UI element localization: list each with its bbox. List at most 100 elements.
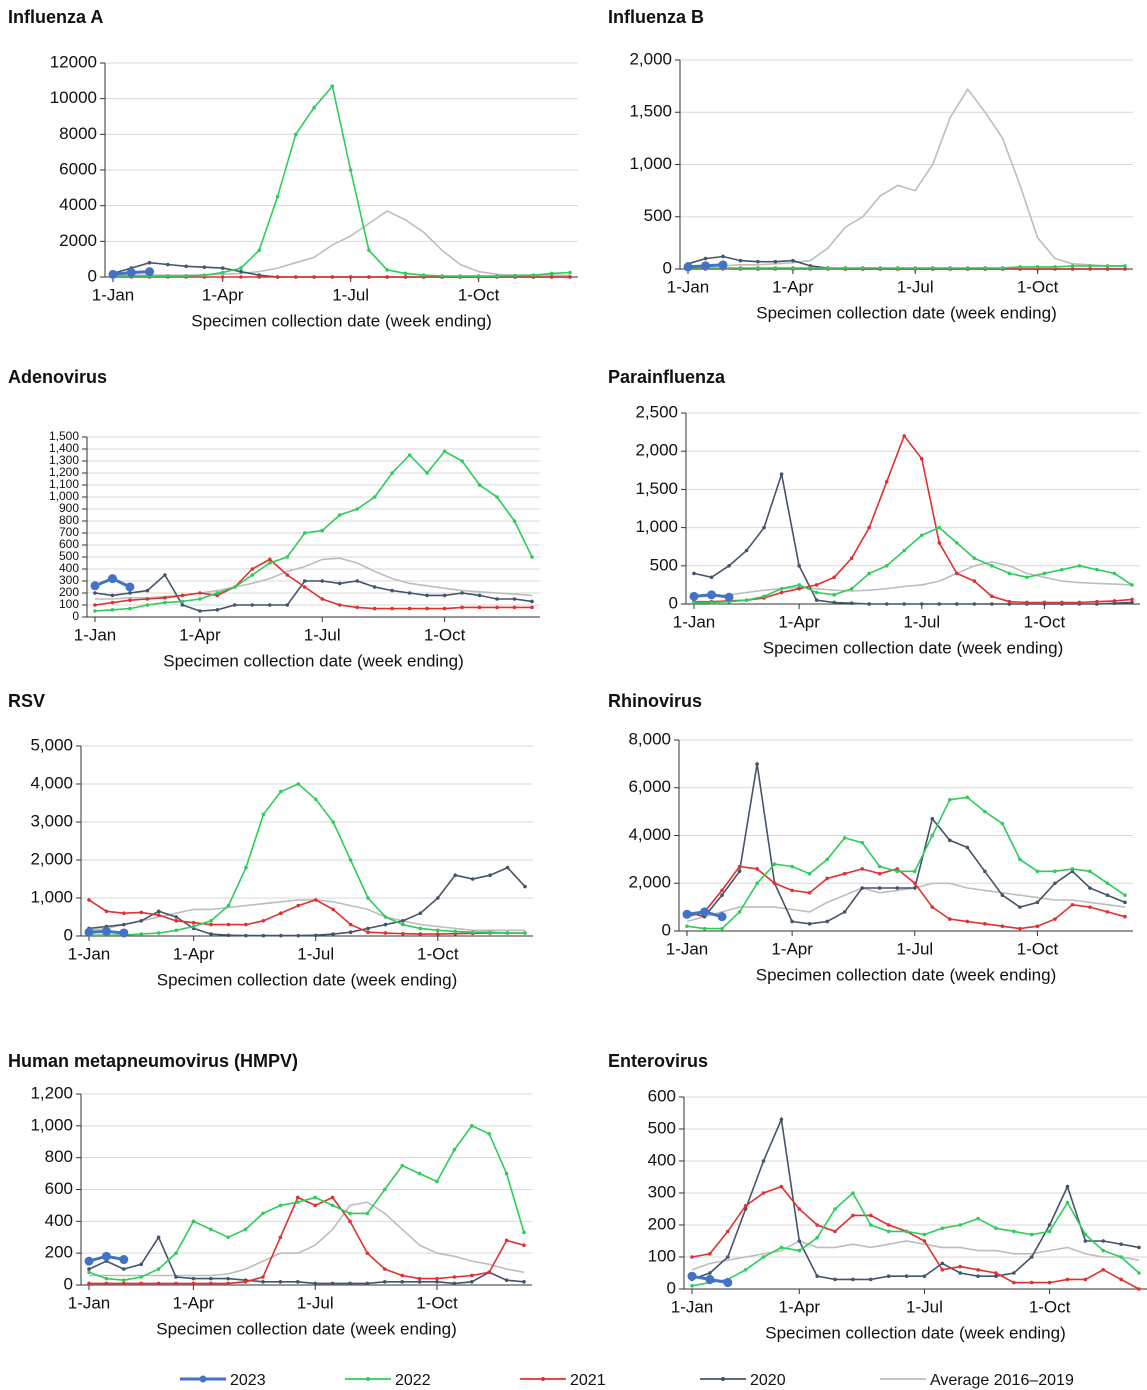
point [435,1280,439,1284]
point [261,919,266,923]
point [320,528,325,533]
point [930,816,935,821]
point [958,1223,962,1227]
point [348,1211,352,1216]
point [976,1268,980,1272]
point [955,541,959,545]
x-tick-label: 1-Apr [179,625,221,644]
point [312,275,316,279]
point [104,1281,109,1286]
y-tick-label: 100 [648,1246,676,1265]
point [400,1280,405,1284]
point [215,591,220,595]
point [330,1281,335,1286]
point [895,886,900,890]
point [337,513,342,517]
point [522,1280,526,1284]
point [990,594,994,599]
point [180,599,185,604]
point [487,1270,492,1275]
point [955,571,959,576]
point [365,1251,370,1255]
legend-marker [541,1377,545,1381]
point [1101,1268,1106,1272]
point [1070,267,1075,271]
point [407,591,412,595]
point [139,932,144,936]
point [983,922,987,926]
y-tick-label: 800 [59,513,79,527]
series-line [691,1116,1140,1281]
point [156,913,161,917]
point [797,564,801,568]
point [1112,571,1117,576]
point [442,593,447,598]
point [156,931,161,935]
point [702,926,707,931]
x-tick-label: 1-Oct [1029,1297,1071,1316]
point [184,264,188,269]
point [530,599,534,604]
point [958,1264,962,1269]
point [725,1255,730,1259]
point [278,1203,283,1208]
point [425,593,429,598]
point [495,495,499,499]
point [1035,265,1040,269]
point [833,1229,837,1234]
y-tick-label: 400 [45,1211,73,1230]
point [312,105,316,110]
y-tick-label: 500 [644,206,672,225]
point [965,845,970,850]
point [814,590,819,595]
point [983,869,987,874]
point [268,557,272,562]
point [755,762,759,766]
x-tick-label: 1-Apr [778,612,820,631]
point [1018,926,1022,931]
point [372,495,377,499]
point [331,820,335,824]
point [737,869,742,874]
point [366,930,370,934]
point [460,605,464,610]
point [261,933,266,938]
point [720,893,724,897]
point [700,261,710,271]
y-tick-label: 200 [59,585,79,599]
point [268,603,272,607]
y-tick-label: 1,000 [49,489,79,503]
point [348,858,353,862]
point [331,907,335,912]
point [302,579,307,583]
point [367,248,371,253]
point [797,583,801,587]
point [912,881,917,886]
y-tick-label: 0 [72,609,79,623]
point [495,597,499,601]
point [147,260,152,265]
point [717,912,727,922]
point [390,606,394,611]
point [1042,571,1047,576]
point [209,1227,213,1232]
point [285,603,290,607]
point [779,590,784,595]
series-line [693,473,1133,605]
point [1077,564,1082,568]
y-tick-label: 600 [59,537,79,551]
legend-label: Average 2016–2019 [930,1372,1074,1389]
point [1088,264,1092,268]
point [703,256,708,261]
point [1130,600,1134,605]
point [965,266,970,270]
point [355,579,360,583]
point [912,886,917,890]
point [313,1281,318,1286]
point [738,266,743,270]
y-tick-label: 4,000 [628,825,671,844]
point [145,267,155,277]
point [372,606,377,611]
point [239,269,243,274]
point [184,274,188,278]
